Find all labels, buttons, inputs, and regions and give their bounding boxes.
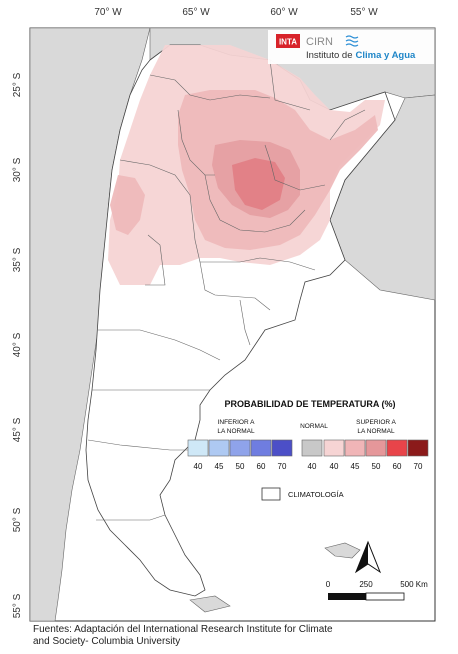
legend-normal-label: NORMAL [300, 423, 328, 430]
lon-label: 65° W [182, 7, 210, 18]
neighbour-countries [29, 27, 436, 622]
source-line-2: and Society- Columbia University [33, 636, 181, 647]
above-70-value: 70 [414, 462, 423, 471]
above-45-west [110, 175, 145, 235]
instituto-text: Instituto de Clima y Agua [306, 50, 416, 61]
source-credit: Fuentes: Adaptación del International Re… [33, 624, 453, 648]
below-40-swatch [187, 439, 209, 457]
below-50-value: 50 [236, 462, 245, 471]
above-45-swatch [344, 439, 366, 457]
longitude-labels: 70° W 65° W 60° W 55° W [94, 7, 378, 18]
legend-inferior-label-2: LA NORMAL [217, 428, 255, 435]
falkland-islands [324, 542, 361, 559]
cirn-text: CIRN [306, 36, 333, 48]
legend-title: PROBABILIDAD DE TEMPERATURA (%) [225, 399, 396, 409]
above-50-value: 50 [372, 462, 381, 471]
above-50-core [232, 158, 285, 210]
below-70-value: 70 [278, 462, 287, 471]
scale-label-500: 500 Km [400, 580, 428, 589]
below-60-swatch [250, 439, 272, 457]
legend-above-swatches: 40 45 50 60 70 [323, 439, 429, 471]
below-70-swatch [271, 439, 293, 457]
scale-label-250: 250 [359, 580, 373, 589]
above-40-value: 40 [330, 462, 339, 471]
probability-shading [108, 45, 385, 285]
legend-superior-label-2: LA NORMAL [357, 428, 395, 435]
inta-cirn-logo: INTA CIRN Instituto de Clima y Agua [268, 30, 434, 64]
above-45-value: 45 [351, 462, 360, 471]
scale-bar: 0 250 500 Km [326, 580, 428, 601]
above-70-swatch [407, 439, 429, 457]
above-60-value: 60 [393, 462, 402, 471]
above-40-swatch [323, 439, 345, 457]
normal-40-value: 40 [308, 462, 317, 471]
below-50-swatch [229, 439, 251, 457]
lat-label: 50° S [12, 507, 23, 532]
lat-label: 40° S [12, 332, 23, 357]
normal-40-swatch [301, 439, 323, 457]
climatologia-label: CLIMATOLOGÍA [288, 490, 344, 499]
latitude-labels: 25° S 30° S 35° S 40° S 45° S 50° S 55° … [12, 72, 23, 618]
lon-label: 55° W [350, 7, 378, 18]
south-islands [189, 595, 231, 613]
scale-bar-light [365, 592, 405, 601]
legend-below-swatches: 40 45 50 60 70 [187, 439, 293, 471]
scale-label-0: 0 [326, 580, 331, 589]
below-40-value: 40 [194, 462, 203, 471]
above-50-swatch [365, 439, 387, 457]
inta-text: INTA [279, 38, 297, 47]
legend-normal-swatch: 40 [301, 439, 323, 471]
lat-label: 55° S [12, 593, 23, 618]
lat-label: 35° S [12, 247, 23, 272]
lat-label: 25° S [12, 72, 23, 97]
lat-label: 45° S [12, 417, 23, 442]
lon-label: 70° W [94, 7, 122, 18]
below-60-value: 60 [257, 462, 266, 471]
scale-bar-dark [328, 593, 366, 600]
instituto-label: Instituto de [306, 50, 352, 61]
source-line-1: Fuentes: Adaptación del International Re… [33, 624, 333, 635]
wave-icon [345, 35, 359, 47]
inta-badge [276, 34, 300, 48]
legend-inferior-label-1: INFERIOR A [218, 419, 256, 426]
legend-superior-label-1: SUPERIOR A [356, 419, 396, 426]
legend: PROBABILIDAD DE TEMPERATURA (%) INFERIOR… [187, 399, 429, 501]
north-arrow-icon [354, 540, 382, 574]
below-45-value: 45 [215, 462, 224, 471]
climatologia-swatch [261, 487, 281, 501]
province-boundaries [87, 59, 366, 521]
above-60-swatch [386, 439, 408, 457]
below-45-swatch [208, 439, 230, 457]
lat-label: 30° S [12, 157, 23, 182]
clima-label: Clima y Agua [355, 50, 416, 61]
lon-label: 60° W [270, 7, 298, 18]
